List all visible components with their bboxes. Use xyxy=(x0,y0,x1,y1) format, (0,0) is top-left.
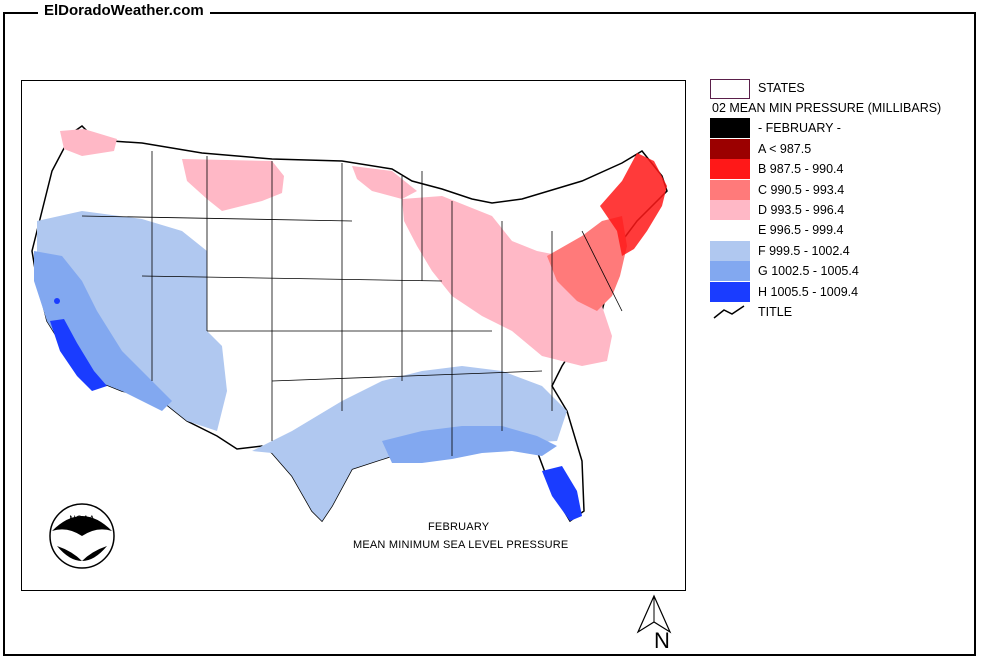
north-arrow-icon xyxy=(636,594,672,634)
legend-class-row: - FEBRUARY - xyxy=(708,118,973,139)
legend-states-row: STATES xyxy=(708,78,973,99)
region-class-d-washington xyxy=(60,129,117,156)
legend-class-row: B 987.5 - 990.4 xyxy=(708,159,973,180)
legend-swatch xyxy=(710,240,750,261)
noaa-logo-text: NOAA xyxy=(69,514,95,524)
site-title: ElDoradoWeather.com xyxy=(38,2,210,20)
north-arrow-label: N xyxy=(654,628,670,653)
legend-swatch xyxy=(710,261,750,282)
noaa-logo: NOAA xyxy=(49,503,115,569)
region-class-d-minnesota xyxy=(352,166,417,199)
legend-class-label: C 990.5 - 993.4 xyxy=(758,182,845,197)
legend-class-label: F 999.5 - 1002.4 xyxy=(758,243,850,258)
legend-swatch xyxy=(710,281,750,302)
legend-class-label: B 987.5 - 990.4 xyxy=(758,162,844,177)
legend-swatch xyxy=(710,138,750,159)
legend-class-label: H 1005.5 - 1009.4 xyxy=(758,284,859,299)
state-boundaries xyxy=(81,151,623,456)
legend-swatch xyxy=(710,179,750,200)
legend-title-row: TITLE xyxy=(708,302,973,322)
region-class-g-gulf xyxy=(382,426,557,463)
legend-class-row: H 1005.5 - 1009.4 xyxy=(708,281,973,302)
region-class-c-northeast xyxy=(547,216,627,311)
region-class-f-west xyxy=(37,211,227,431)
map-panel: NOAA FEBRUARY MEAN MINIMUM SEA LEVEL PRE… xyxy=(21,80,686,591)
region-class-h-florida xyxy=(542,466,582,521)
legend-class-row: G 1002.5 - 1005.4 xyxy=(708,261,973,282)
legend-swatch xyxy=(710,199,750,220)
map-caption-month: FEBRUARY xyxy=(428,521,490,533)
legend-classes: - FEBRUARY - A < 987.5 B 987.5 - 990.4 C 99… xyxy=(708,118,973,302)
legend-title: 02 MEAN MIN PRESSURE (MILLIBARS) xyxy=(712,101,942,116)
legend-states-label: STATES xyxy=(758,81,805,95)
legend-class-row: F 999.5 - 1002.4 xyxy=(708,240,973,261)
outer-frame xyxy=(3,12,976,656)
legend-class-label: D 993.5 - 996.4 xyxy=(758,202,845,217)
region-class-g-california xyxy=(34,251,172,411)
legend-class-row: E 996.5 - 999.4 xyxy=(708,220,973,241)
region-class-b-new-england xyxy=(600,153,667,256)
region-class-h-california xyxy=(50,319,107,391)
legend-class-label: E 996.5 - 999.4 xyxy=(758,223,844,238)
legend-class-row: A < 987.5 xyxy=(708,138,973,159)
states-swatch xyxy=(710,79,750,99)
region-class-d-great-lakes xyxy=(402,196,612,366)
legend-swatch xyxy=(710,159,750,180)
region-class-h-spot xyxy=(54,298,60,304)
legend-class-label: - FEBRUARY - xyxy=(758,121,841,136)
legend-swatch xyxy=(710,220,750,241)
legend-swatch xyxy=(710,118,750,139)
region-class-d-north xyxy=(182,159,284,211)
legend: STATES 02 MEAN MIN PRESSURE (MILLIBARS) … xyxy=(708,78,973,322)
legend-class-row: D 993.5 - 996.4 xyxy=(708,199,973,220)
legend-class-label: A < 987.5 xyxy=(758,141,812,156)
legend-class-row: C 990.5 - 993.4 xyxy=(708,179,973,200)
legend-class-label: G 1002.5 - 1005.4 xyxy=(758,264,859,279)
legend-title-line-label: TITLE xyxy=(758,304,793,319)
us-pressure-map: NOAA xyxy=(31,125,668,569)
map-caption-title: MEAN MINIMUM SEA LEVEL PRESSURE xyxy=(353,539,569,551)
title-line-icon xyxy=(713,305,745,319)
